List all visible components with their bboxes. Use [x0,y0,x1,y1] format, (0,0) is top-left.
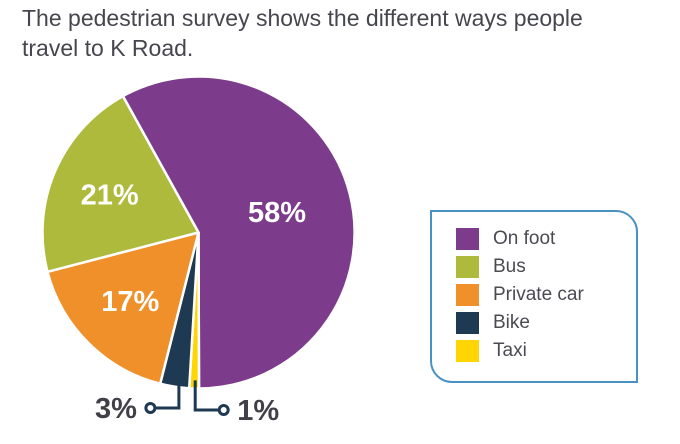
leader-line-taxi [193,380,219,412]
leader-dot-bike [144,402,157,414]
slice-label-bike: 3% [95,393,137,425]
legend-swatch-taxi [456,340,479,362]
pie-slice-bus [41,94,200,274]
leader-line-bike [155,378,181,410]
legend-item-taxi: Taxi [456,340,636,362]
legend-swatch-bus [456,256,479,278]
slice-label-taxi: 1% [237,395,279,427]
legend-swatch-private-car [456,284,479,306]
legend-items: On foot Bus Private car Bike Taxi [432,212,636,362]
page-title: The pedestrian survey shows the differen… [22,5,583,61]
legend-label-bus: Bus [493,256,526,277]
legend-item-bus: Bus [456,256,636,278]
legend-swatch-bike [456,312,479,334]
leader-dot-taxi [217,404,230,416]
legend-item-on-foot: On foot [456,228,636,250]
legend-item-bike: Bike [456,312,636,334]
pie-slice-on-foot [121,75,356,390]
slice-label-on-foot: 58% [248,197,306,229]
legend-label-taxi: Taxi [493,340,527,361]
pie-slice-private-car [46,231,200,385]
slice-label-bus: 21% [81,179,139,211]
slice-label-private-car: 17% [101,286,159,318]
legend-swatch-on-foot [456,228,479,250]
legend-item-private-car: Private car [456,284,636,306]
legend-label-private-car: Private car [493,284,584,305]
legend-label-on-foot: On foot [493,228,556,249]
legend-label-bike: Bike [493,312,530,333]
pie-chart: 58% 1% 3% 17% 21% [41,75,356,427]
legend-box: On foot Bus Private car Bike Taxi [430,210,638,383]
